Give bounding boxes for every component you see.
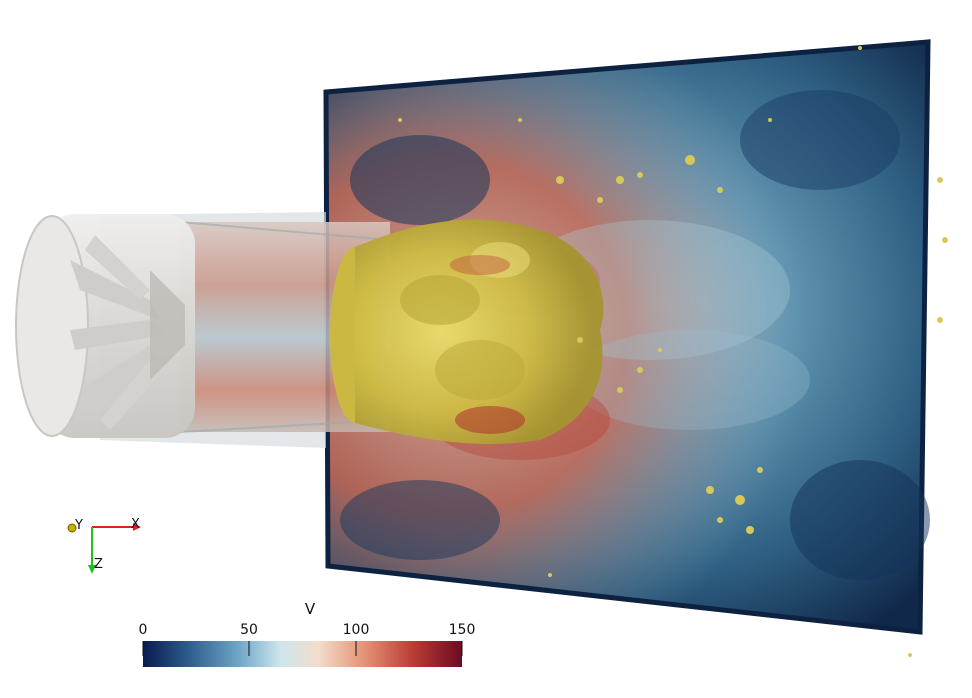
color-legend-tick-label: 50 [240, 622, 258, 638]
color-legend-tick-label: 100 [342, 622, 370, 638]
axis-z-arrow [88, 565, 96, 574]
color-legend-tick-label: 150 [448, 622, 476, 638]
color-legend-tick-label: 0 [138, 622, 148, 638]
axis-y-label: Y [74, 518, 83, 533]
color-legend-title: V [304, 600, 316, 618]
axis-y-marker [67, 523, 77, 533]
velocity-slice-plane [323, 39, 931, 635]
axis-x-label: X [131, 517, 140, 532]
vorticity-isosurface [330, 46, 948, 657]
axis-z-label: Z [94, 557, 103, 572]
swirler-casing [15, 214, 195, 438]
color-legend-bar [142, 641, 463, 667]
orientation-axes[interactable]: X Y Z [67, 517, 141, 574]
axis-x-arrow [133, 523, 141, 531]
